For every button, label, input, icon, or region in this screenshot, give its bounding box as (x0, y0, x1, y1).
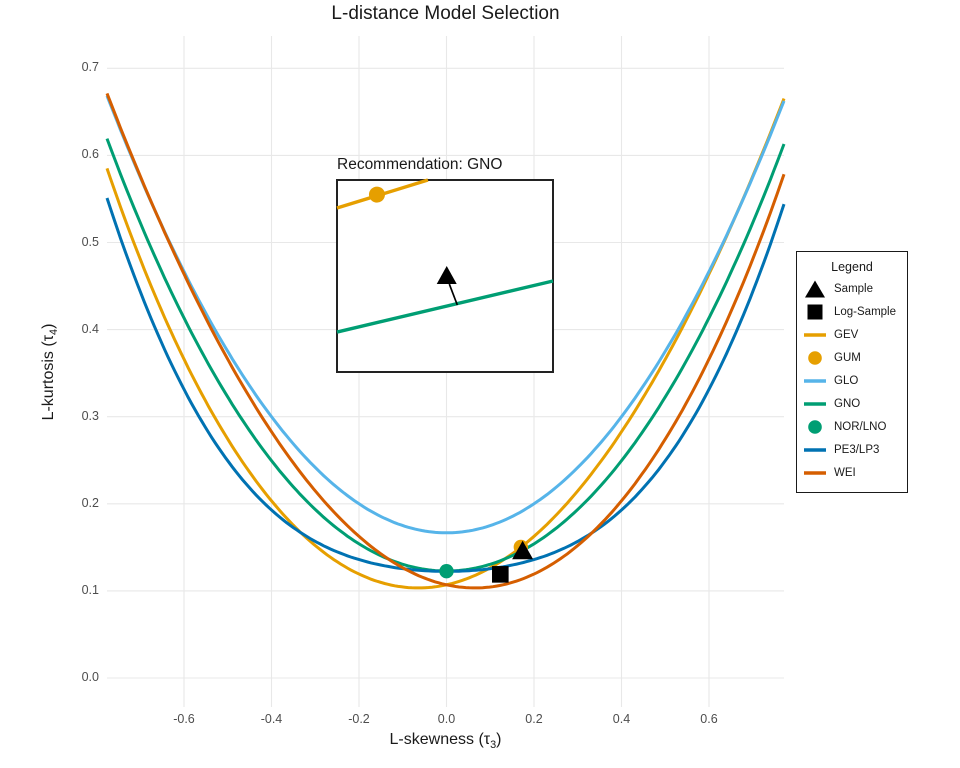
line-swatch-icon (804, 470, 826, 475)
circle-swatch-icon (808, 350, 822, 365)
legend-item-gum: GUM (797, 346, 907, 369)
curve-glo (105, 95, 786, 535)
triangle-swatch-icon (805, 280, 825, 297)
x-axis-title-suffix: ) (496, 731, 502, 748)
y-tick-label: 0.5 (81, 234, 99, 249)
y-tick-label: 0.0 (81, 670, 99, 684)
legend-item-pe3-lp3: PE3/LP3 (797, 438, 907, 461)
legend-item-gev: GEV (797, 323, 907, 346)
y-tick-label: 0.7 (81, 60, 99, 75)
curve-wei (105, 92, 786, 590)
legend-item-wei: WEI (797, 461, 907, 484)
legend-item-label: WEI (834, 466, 856, 479)
legend-item-label: GNO (834, 397, 861, 410)
legend-item-sample: Sample (797, 277, 907, 300)
x-axis-title-subscript: 3 (490, 739, 497, 752)
y-tick-label: 0.4 (81, 321, 99, 336)
x-axis-title: L-skewness (τ3) (107, 731, 784, 751)
x-axis-title-text: L-skewness (τ (389, 731, 491, 748)
x-tick-label: -0.6 (173, 712, 195, 726)
legend-item-label: PE3/LP3 (834, 443, 880, 456)
legend-title: Legend (831, 260, 873, 274)
legend-item-label: GEV (834, 328, 859, 341)
y-tick-label: 0.3 (81, 408, 99, 423)
inset-distance-line (448, 283, 459, 306)
legend-item-log-sample: Log-Sample (797, 300, 907, 323)
x-tick-label: 0.4 (612, 712, 631, 726)
sample-triangle (512, 540, 534, 560)
y-tick-label: 0.1 (81, 582, 99, 597)
legend-item-label: NOR/LNO (834, 420, 887, 433)
x-tick-label: 0.2 (525, 712, 543, 726)
legend-item-glo: GLO (797, 369, 907, 392)
inset-sample-triangle (436, 266, 457, 285)
legend-item-label: Log-Sample (834, 305, 897, 318)
log-sample-square (492, 566, 509, 583)
legend-item-label: Sample (834, 282, 873, 295)
line-swatch-icon (804, 447, 826, 452)
legend-item-label: GUM (834, 351, 861, 364)
y-axis-title-text: L-kurtosis (τ (39, 334, 57, 421)
circle-swatch-icon (808, 419, 822, 434)
nor-lno-point (439, 564, 454, 579)
square-swatch-icon (807, 304, 823, 319)
legend: Legend Sample Log-Sample GEV GUM GLO GNO NOR/L… (796, 251, 908, 493)
line-swatch-icon (804, 378, 826, 383)
x-tick-label: -0.4 (260, 712, 283, 726)
y-tick-label: 0.2 (81, 495, 99, 510)
legend-items: Sample Log-Sample GEV GUM GLO GNO NOR/LNO PE3/L… (797, 277, 907, 484)
x-tick-label: -0.2 (348, 712, 370, 726)
y-axis-title: L-kurtosis (τ4) (40, 324, 60, 421)
chart-title: L-distance Model Selection (331, 3, 560, 24)
inset-gno-line (336, 279, 554, 334)
x-tick-label: 0.0 (437, 712, 456, 726)
line-swatch-icon (804, 332, 826, 337)
y-tick-label: 0.6 (81, 147, 99, 162)
y-axis-title-suffix: ) (39, 323, 57, 329)
x-tick-label: 0.6 (700, 712, 718, 726)
legend-item-nor-lno: NOR/LNO (797, 415, 907, 438)
legend-item-gno: GNO (797, 392, 907, 415)
legend-item-label: GLO (834, 374, 859, 387)
inset-gum-point (368, 186, 385, 203)
inset-title: Recommendation: GNO (337, 156, 503, 173)
line-swatch-icon (804, 401, 826, 406)
